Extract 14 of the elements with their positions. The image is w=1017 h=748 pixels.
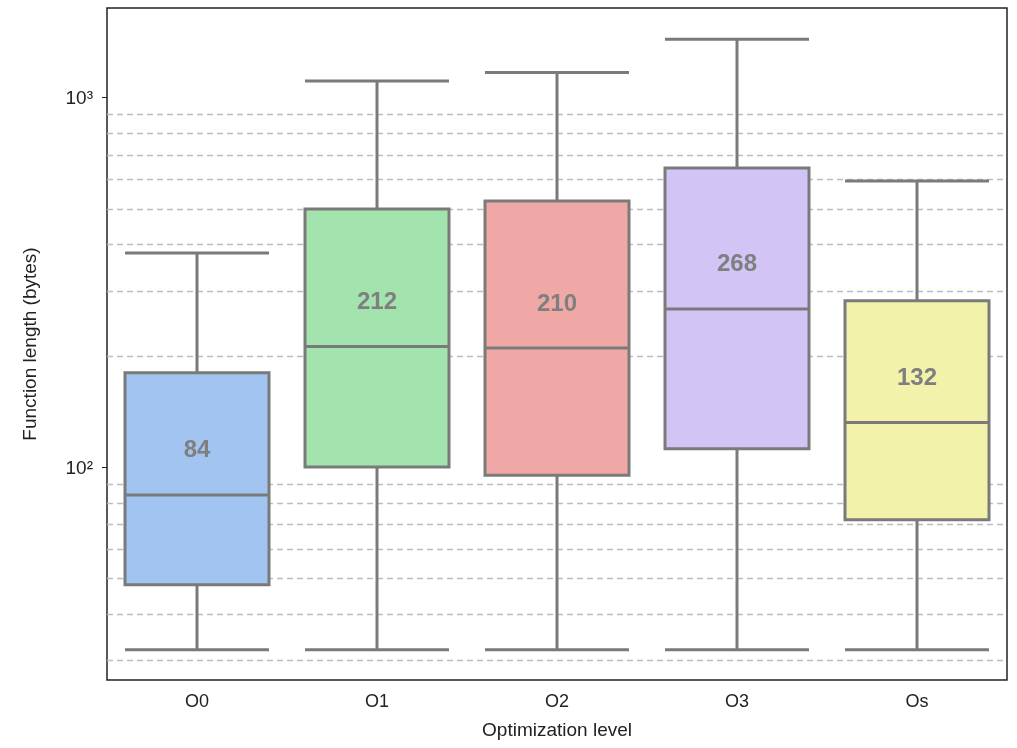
- annotation: 210: [536, 288, 578, 316]
- x-axis-title: Optimization level: [482, 719, 632, 740]
- y-axis-title: Function length (bytes): [19, 247, 40, 441]
- y-tick-label: 10²: [65, 456, 93, 478]
- x-tick-label: Os: [905, 691, 929, 711]
- y-tick-label: 10³: [65, 87, 93, 109]
- annotation: 132: [896, 363, 938, 390]
- x-tick-label: O1: [364, 691, 390, 711]
- annotation: 84: [183, 435, 211, 463]
- annotation: 268: [716, 249, 758, 277]
- x-tick-label: O2: [544, 691, 570, 711]
- x-tick-label: O0: [184, 691, 210, 711]
- annotation: 212: [356, 287, 398, 315]
- x-tick-label: O3: [724, 691, 750, 711]
